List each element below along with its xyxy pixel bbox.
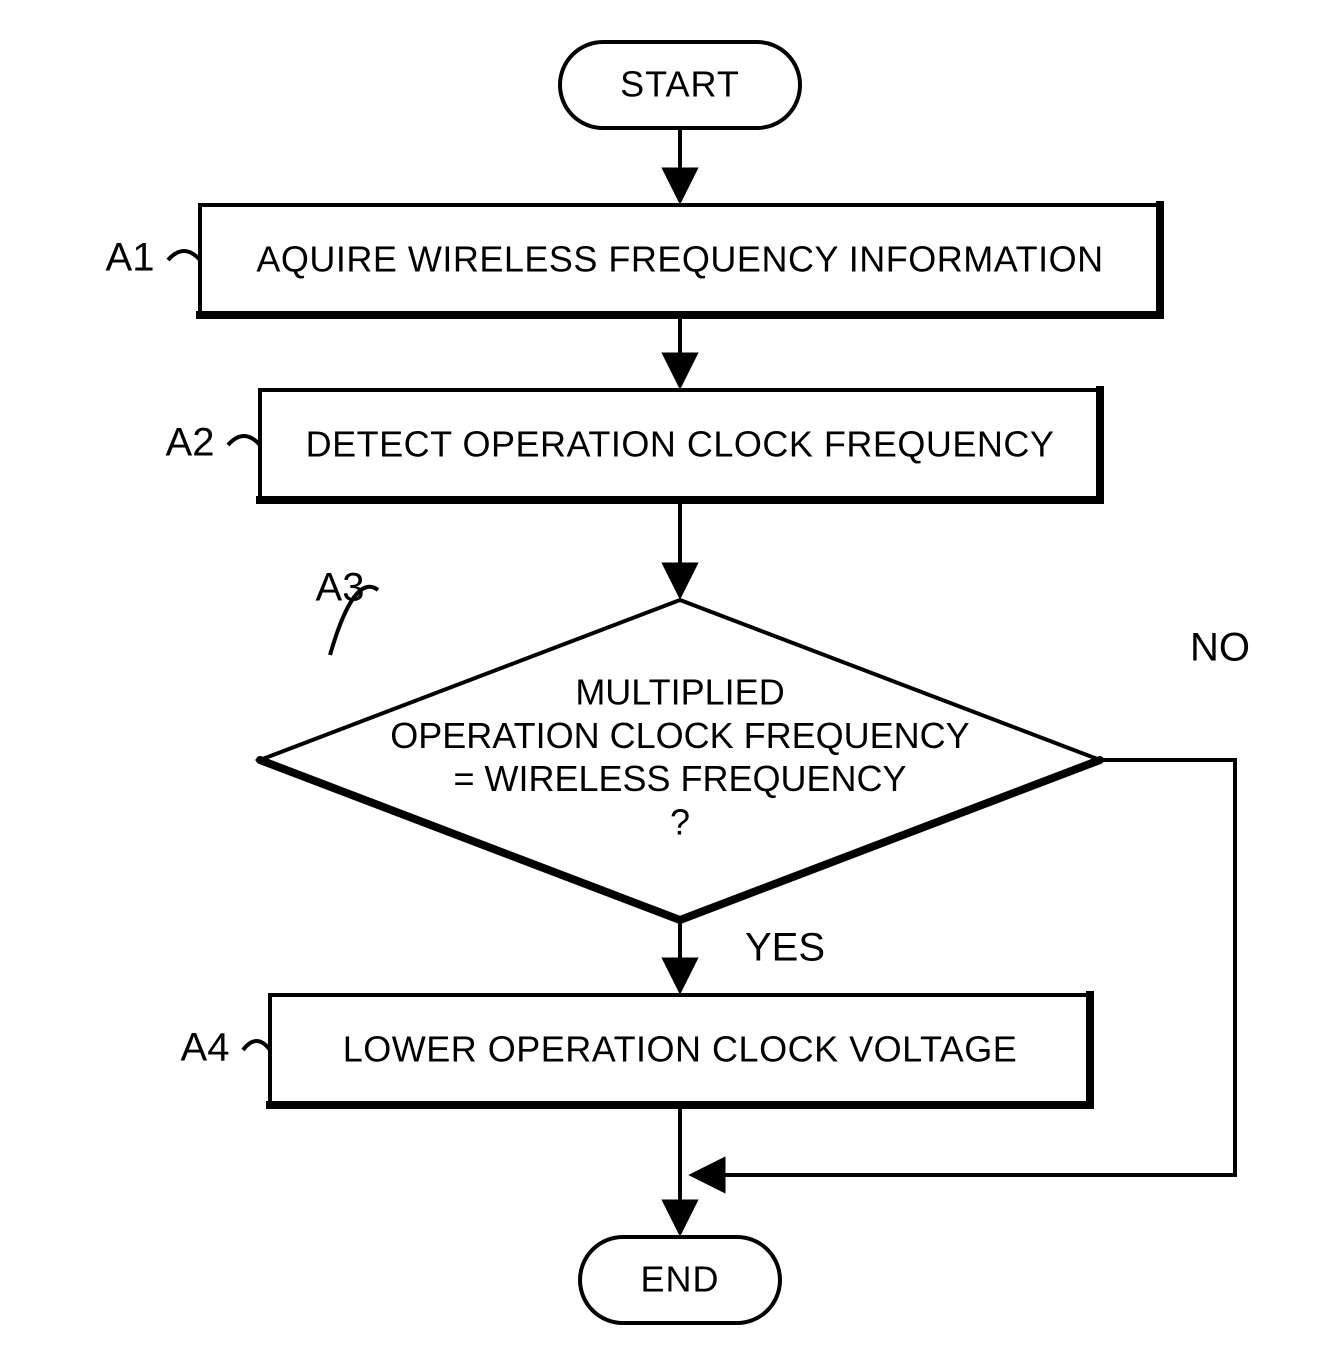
- process-a1: AQUIRE WIRELESS FREQUENCY INFORMATION: [200, 205, 1160, 315]
- svg-text:DETECT OPERATION CLOCK FREQUEN: DETECT OPERATION CLOCK FREQUENCY: [306, 424, 1055, 465]
- svg-text:END: END: [640, 1259, 719, 1300]
- end-node: END: [580, 1237, 780, 1323]
- svg-text:MULTIPLIED: MULTIPLIED: [575, 672, 784, 713]
- svg-text:A4: A4: [181, 1026, 230, 1070]
- svg-text:= WIRELESS FREQUENCY: = WIRELESS FREQUENCY: [453, 758, 906, 799]
- svg-text:START: START: [620, 64, 740, 105]
- svg-text:NO: NO: [1190, 626, 1250, 670]
- svg-text:LOWER OPERATION CLOCK VOLTAGE: LOWER OPERATION CLOCK VOLTAGE: [343, 1029, 1018, 1070]
- svg-text:A2: A2: [166, 421, 215, 465]
- process-a4: LOWER OPERATION CLOCK VOLTAGE: [270, 995, 1090, 1105]
- svg-text:OPERATION CLOCK FREQUENCY: OPERATION CLOCK FREQUENCY: [390, 715, 969, 756]
- start-node: START: [560, 42, 800, 128]
- svg-text:?: ?: [670, 801, 690, 842]
- process-a2: DETECT OPERATION CLOCK FREQUENCY: [260, 390, 1100, 500]
- svg-text:A1: A1: [106, 236, 155, 280]
- svg-text:A3: A3: [316, 566, 365, 610]
- svg-text:YES: YES: [745, 926, 825, 970]
- flowchart-canvas: START AQUIRE WIRELESS FREQUENCY INFORMATI…: [0, 0, 1336, 1361]
- svg-text:AQUIRE WIRELESS FREQUENCY INFO: AQUIRE WIRELESS FREQUENCY INFORMATION: [256, 239, 1103, 280]
